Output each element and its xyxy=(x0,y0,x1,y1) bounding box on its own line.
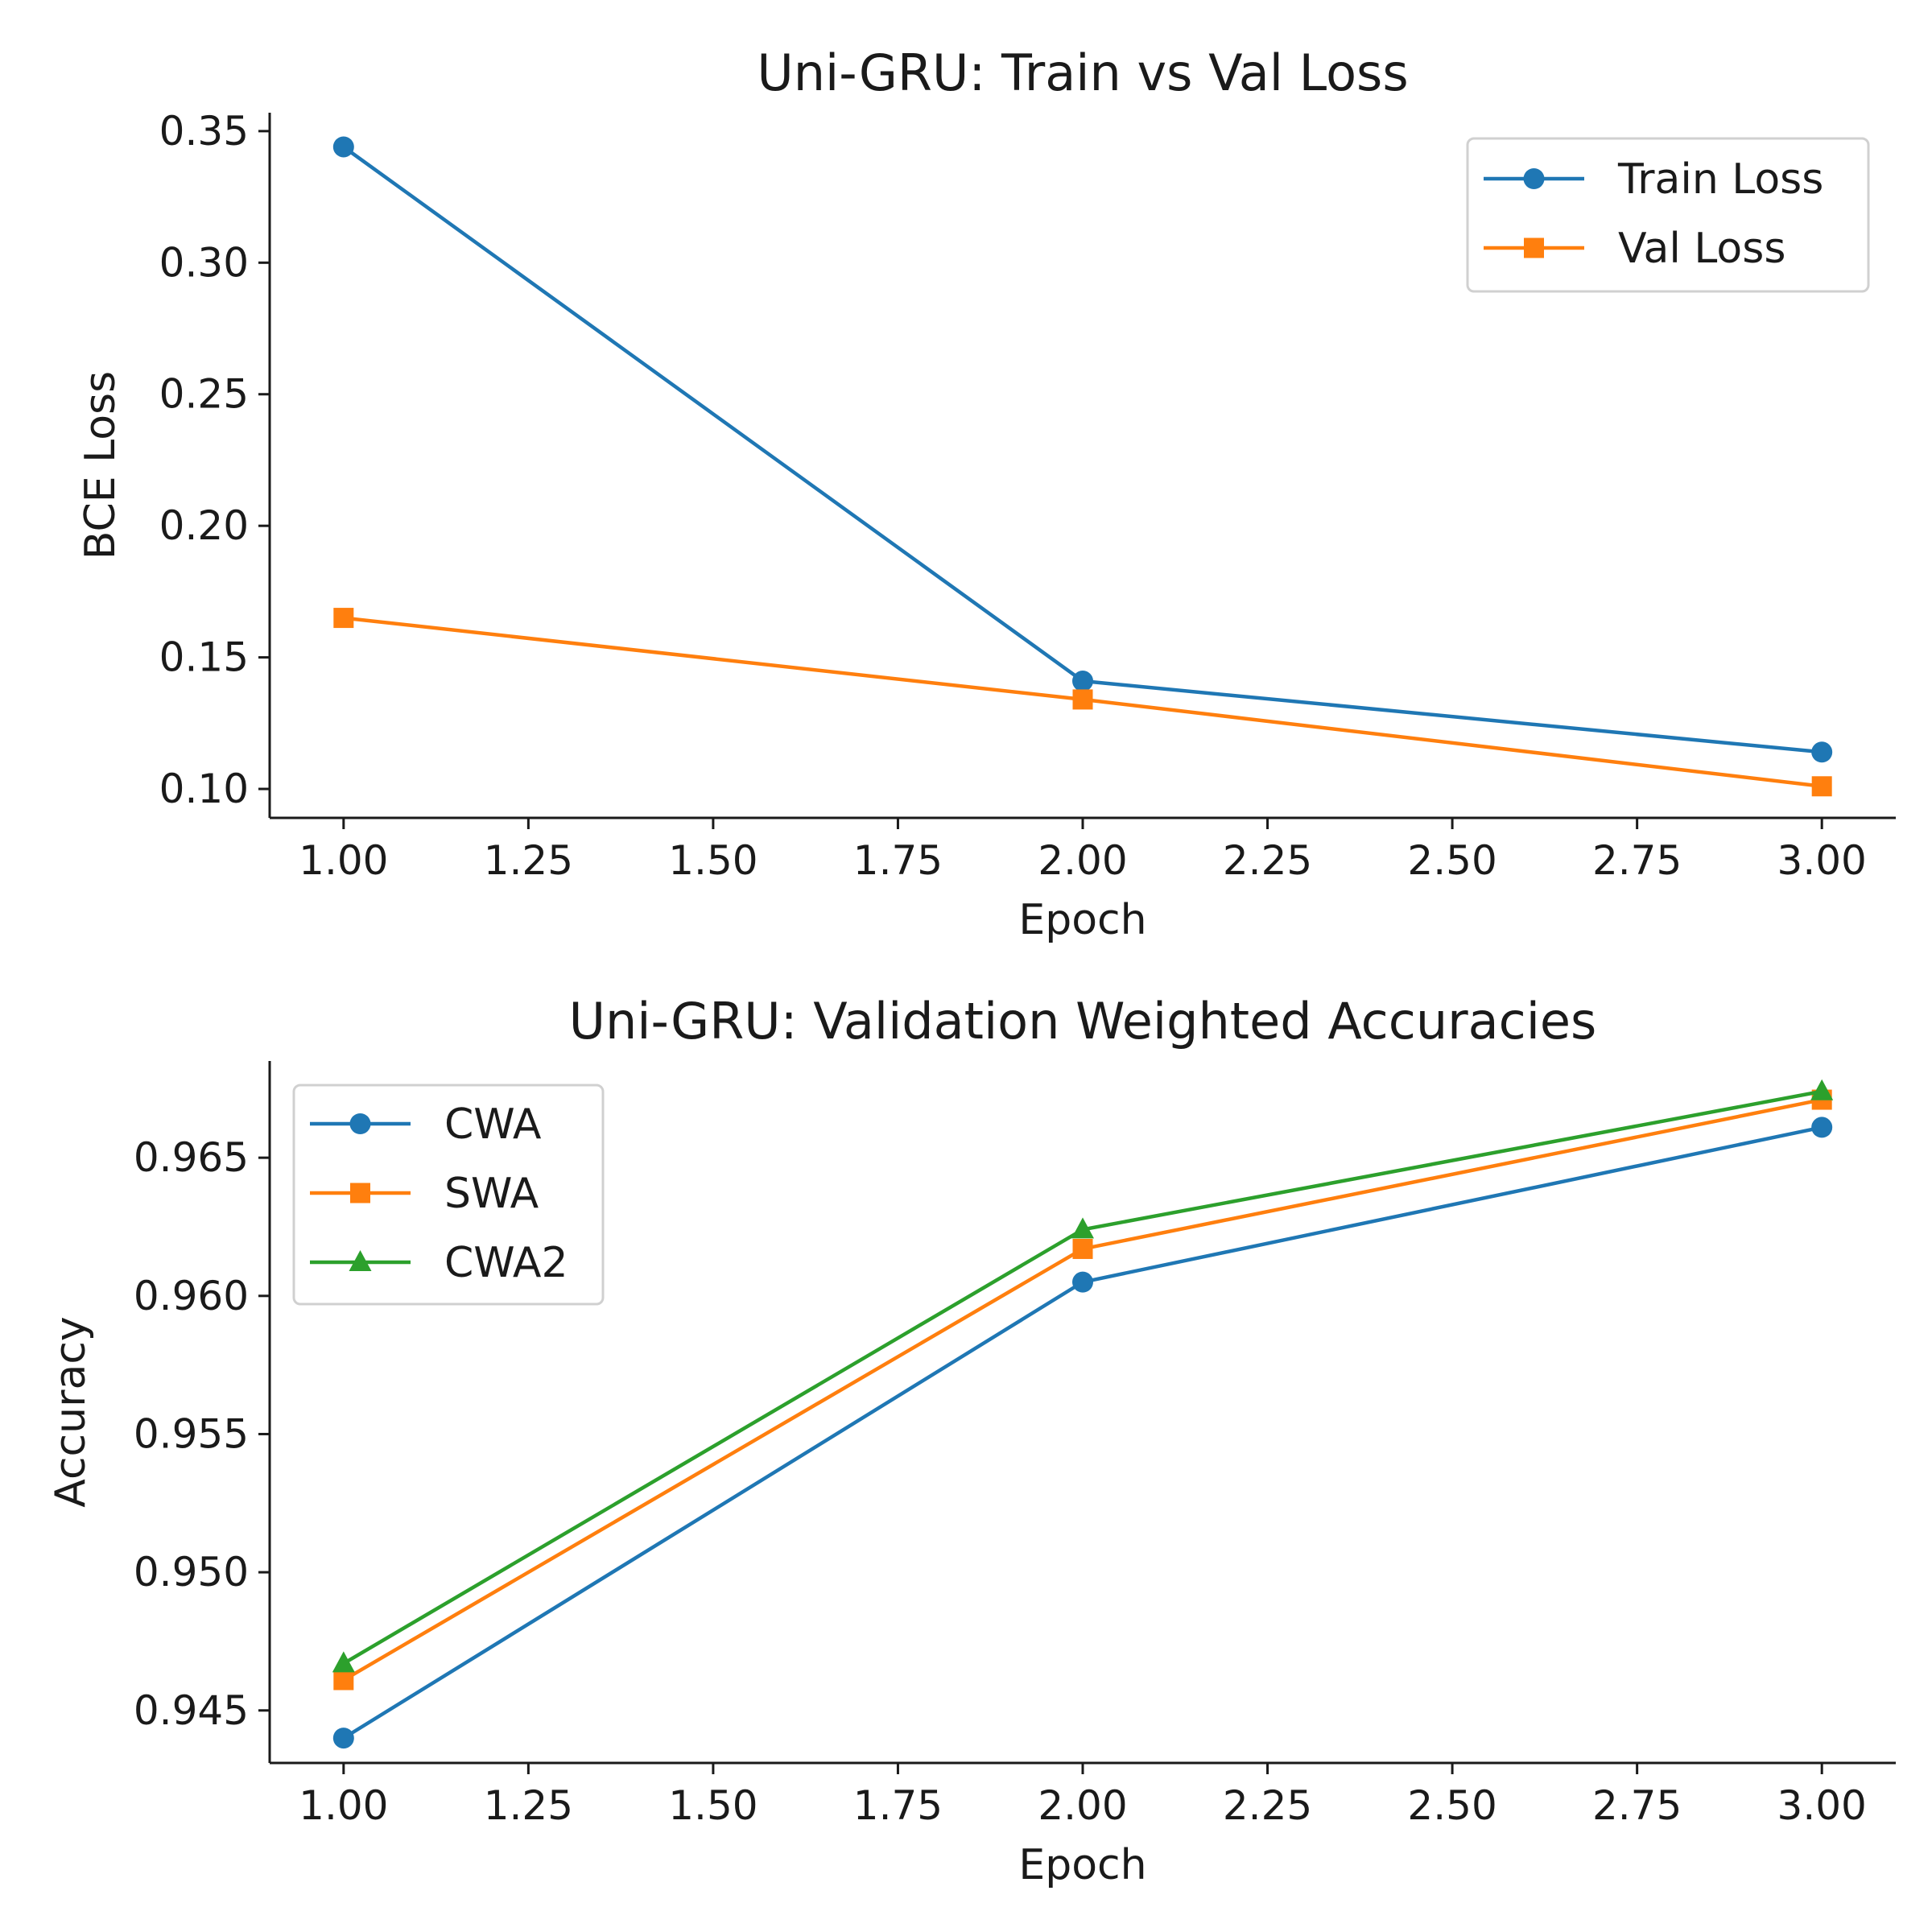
chart-title: Uni-GRU: Train vs Val Loss xyxy=(757,43,1408,102)
x-tick-label: 1.50 xyxy=(668,1782,758,1829)
data-point xyxy=(333,608,354,629)
accuracy-chart: Uni-GRU: Validation Weighted Accuracies 1… xyxy=(47,992,1896,1889)
legend-box xyxy=(292,1084,605,1306)
x-tick-label: 1.25 xyxy=(484,1782,573,1829)
legend-marker xyxy=(349,1250,372,1271)
legend-label: Val Loss xyxy=(1618,225,1785,273)
y-tick-label: 0.950 xyxy=(134,1549,249,1596)
x-tick-label: 1.50 xyxy=(668,837,758,884)
x-tick-label: 1.75 xyxy=(853,837,943,884)
legend-marker xyxy=(349,1113,371,1134)
data-point xyxy=(1811,1117,1833,1138)
y-tick-label: 0.20 xyxy=(159,502,249,549)
legend-marker xyxy=(350,1183,370,1203)
chart-title: Uni-GRU: Validation Weighted Accuracies xyxy=(569,992,1597,1051)
legend-label: CWA2 xyxy=(444,1239,568,1287)
data-point xyxy=(332,1728,354,1749)
legend-label: CWA xyxy=(444,1100,542,1149)
data-point xyxy=(1071,1217,1094,1239)
x-tick-label: 2.75 xyxy=(1592,837,1682,884)
y-tick-label: 0.955 xyxy=(134,1410,249,1457)
x-tick-label: 2.50 xyxy=(1407,837,1496,884)
data-point xyxy=(1811,776,1832,797)
y-tick-label: 0.15 xyxy=(159,634,249,681)
x-tick-label: 2.00 xyxy=(1038,1782,1127,1829)
y-tick-label: 0.35 xyxy=(159,108,249,155)
legend: Train Loss Val Loss xyxy=(1466,137,1870,293)
y-tick-label: 0.965 xyxy=(134,1134,249,1181)
legend-label: Train Loss xyxy=(1617,155,1823,204)
x-tick-label: 2.25 xyxy=(1223,1782,1312,1829)
data-point xyxy=(1810,1079,1834,1100)
data-point xyxy=(1072,689,1093,710)
data-point xyxy=(1811,741,1833,763)
y-tick-label: 0.25 xyxy=(159,371,249,418)
data-point xyxy=(332,1651,355,1673)
x-axis-label: Epoch xyxy=(1018,896,1146,944)
legend: CWA SWA CWA2 xyxy=(292,1084,605,1306)
loss-chart: Uni-GRU: Train vs Val Loss 1.00 1.25 1.50 1.… xyxy=(76,43,1896,944)
x-tick-label: 1.00 xyxy=(299,1782,388,1829)
legend-label: SWA xyxy=(444,1170,539,1218)
y-axis-label: BCE Loss xyxy=(76,371,125,560)
legend-marker xyxy=(1523,168,1545,189)
data-point xyxy=(1072,671,1093,692)
y-axis-label: Accuracy xyxy=(47,1316,95,1507)
x-tick-label: 1.75 xyxy=(853,1782,943,1829)
x-tick-label: 3.00 xyxy=(1777,1782,1867,1829)
data-point xyxy=(1072,1271,1093,1293)
y-tick-label: 0.10 xyxy=(159,766,249,812)
y-tick-label: 0.960 xyxy=(134,1273,249,1319)
y-tick-label: 0.945 xyxy=(134,1687,249,1734)
x-axis-label: Epoch xyxy=(1018,1841,1146,1889)
x-tick-label: 1.25 xyxy=(484,837,573,884)
data-point xyxy=(332,136,354,158)
y-tick-label: 0.30 xyxy=(159,239,249,286)
x-tick-label: 2.25 xyxy=(1223,837,1312,884)
legend-box xyxy=(1466,137,1870,293)
data-point xyxy=(333,1670,354,1690)
x-tick-label: 3.00 xyxy=(1777,837,1867,884)
x-tick-label: 2.00 xyxy=(1038,837,1127,884)
legend-marker xyxy=(1524,237,1544,258)
x-tick-label: 2.50 xyxy=(1407,1782,1496,1829)
data-point xyxy=(1072,1238,1093,1259)
x-tick-label: 1.00 xyxy=(299,837,388,884)
x-tick-label: 2.75 xyxy=(1592,1782,1682,1829)
